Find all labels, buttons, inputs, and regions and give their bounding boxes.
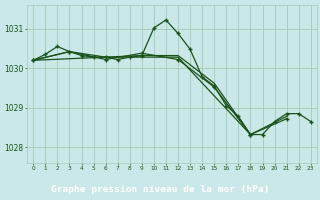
Text: Graphe pression niveau de la mer (hPa): Graphe pression niveau de la mer (hPa) — [51, 185, 269, 194]
